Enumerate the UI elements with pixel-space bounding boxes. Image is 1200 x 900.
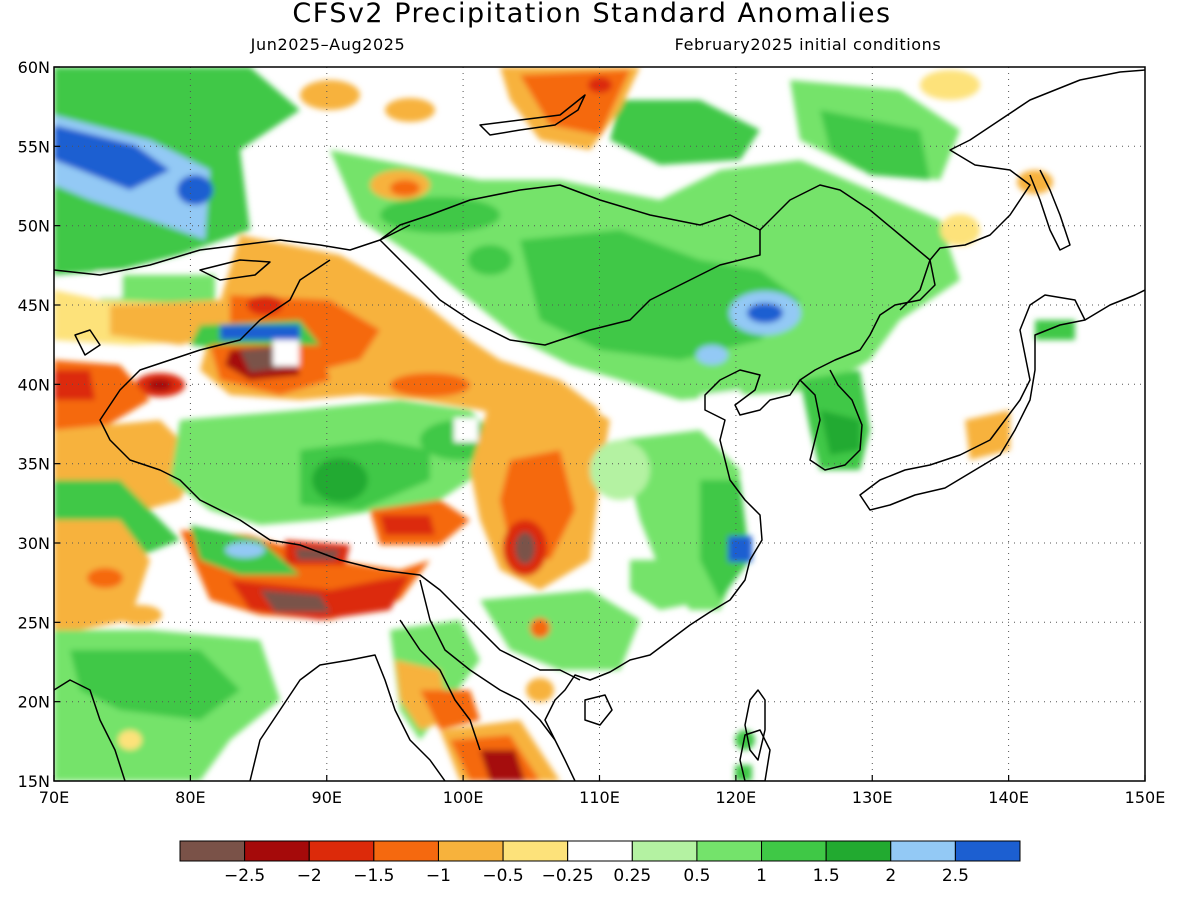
lat-tick-label: 50N — [18, 217, 50, 236]
japan-coastline — [859, 294, 1086, 511]
colorbar-label: −2.5 — [224, 866, 265, 886]
colorbar-swatch — [179, 840, 246, 862]
kuril-coastline — [1084, 289, 1145, 321]
colorbar-swatch — [567, 840, 633, 862]
baikal-outline — [479, 94, 586, 136]
korea-coastline — [799, 369, 863, 471]
balkhash-outline — [199, 259, 271, 281]
colorbar-swatch — [696, 840, 763, 862]
coastlines-borders — [54, 69, 1145, 781]
lat-tick-label: 25N — [18, 613, 50, 632]
lon-tick-label: 140E — [988, 788, 1029, 807]
map-area — [53, 66, 1146, 782]
subtitle-initial-conditions: February2025 initial conditions — [675, 35, 942, 54]
colorbar-swatch — [437, 840, 504, 862]
colorbar-label: 1.5 — [813, 866, 840, 886]
colorbar-label: −1.5 — [353, 866, 394, 886]
lat-tick-label: 15N — [18, 772, 50, 791]
mongolia-border — [379, 184, 761, 346]
kazakhstan-border — [54, 224, 411, 276]
latitude-ticks: 15N 20N 25N 30N 35N 40N 45N 50N 55N 60N — [18, 58, 60, 791]
lat-tick-label: 55N — [18, 137, 50, 156]
lon-tick-label: 120E — [716, 788, 757, 807]
southeast-asia-borders — [419, 579, 556, 741]
colorbar-swatch — [954, 840, 1021, 862]
chart-title: CFSv2 Precipitation Standard Anomalies — [292, 0, 891, 29]
lat-tick-label: 40N — [18, 375, 50, 394]
china-northeast-border — [759, 184, 931, 311]
lon-tick-label: 90E — [312, 788, 342, 807]
lon-tick-label: 150E — [1125, 788, 1166, 807]
colorbar-label: 2.5 — [942, 866, 969, 886]
colorbar-swatch — [761, 840, 827, 862]
colorbar-label: −1 — [426, 866, 451, 886]
colorbar-swatch — [308, 840, 375, 862]
india-coastline — [54, 679, 126, 781]
colorbar-label: −0.5 — [482, 866, 523, 886]
hainan-coastline — [584, 694, 613, 726]
lon-tick-label: 110E — [579, 788, 620, 807]
colorbar-swatch — [631, 840, 698, 862]
aral-sea-outline — [74, 329, 101, 356]
myanmar-border — [399, 619, 481, 751]
colorbar-swatch — [890, 840, 956, 862]
lon-tick-label: 80E — [175, 788, 205, 807]
anomaly-fill — [54, 67, 1075, 781]
colorbar-label: 1 — [756, 866, 767, 886]
lat-tick-label: 35N — [18, 455, 50, 474]
colorbar: −2.5 −2 −1.5 −1 −0.5 −0.25 0.25 0.5 1 1.5 2 2.5 — [179, 840, 1021, 886]
lat-tick-label: 45N — [18, 296, 50, 315]
luzon-coastline — [739, 729, 771, 781]
colorbar-label: 0.5 — [683, 866, 710, 886]
lat-tick-label: 60N — [18, 58, 50, 77]
lon-tick-label: 100E — [443, 788, 484, 807]
sakhalin-coastline — [1029, 169, 1071, 251]
lon-tick-label: 130E — [852, 788, 893, 807]
colorbar-label: −0.25 — [542, 866, 594, 886]
colorbar-swatch — [373, 840, 439, 862]
china-west-border — [99, 259, 581, 681]
lon-tick-label: 70E — [39, 788, 69, 807]
colorbar-swatch — [244, 840, 310, 862]
lat-tick-label: 30N — [18, 534, 50, 553]
colorbar-label: 2 — [885, 866, 896, 886]
colorbar-label: 0.25 — [613, 866, 651, 886]
east-asia-coastline — [544, 69, 1145, 781]
gridlines — [54, 67, 1145, 781]
taiwan-coastline — [744, 689, 766, 761]
subtitle-period: Jun2025–Aug2025 — [250, 35, 406, 54]
longitude-ticks: 70E 80E 90E 100E 110E 120E 130E 140E 150E — [39, 775, 1166, 807]
lat-tick-label: 20N — [18, 693, 50, 712]
colorbar-label: −2 — [297, 866, 322, 886]
bay-of-bengal-coastline — [249, 654, 446, 781]
colorbar-swatch — [502, 840, 569, 862]
colorbar-swatch — [825, 840, 892, 862]
